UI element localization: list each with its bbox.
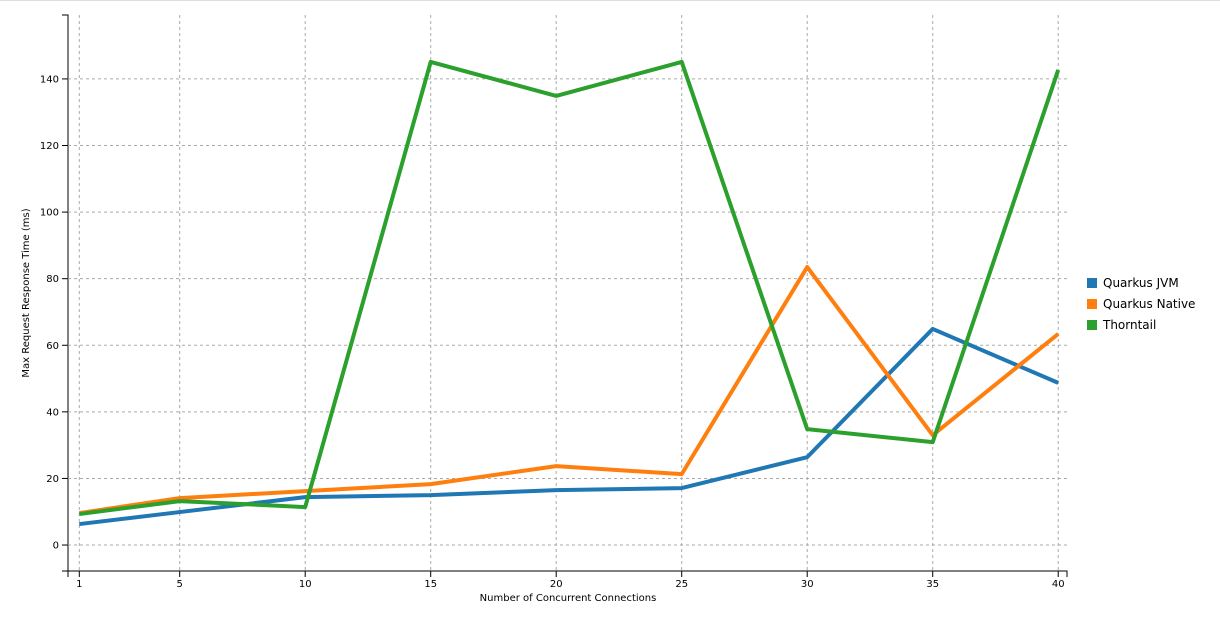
legend-swatch	[1087, 320, 1097, 330]
y-tick-label: 80	[46, 274, 59, 285]
y-tick-label: 120	[40, 141, 59, 152]
y-tick-label: 100	[40, 208, 59, 219]
legend-label: Quarkus JVM	[1103, 276, 1179, 290]
y-tick-label: 60	[46, 341, 59, 352]
x-tick-label: 40	[1052, 579, 1065, 590]
line-series	[79, 265, 1060, 516]
line-series	[79, 59, 1061, 517]
x-tick-label: 15	[424, 579, 437, 590]
x-tick-label: 35	[926, 579, 939, 590]
y-tick-label: 20	[46, 474, 59, 485]
y-axis-label: Max Request Response Time (ms)	[21, 208, 32, 377]
legend-label: Quarkus Native	[1103, 297, 1195, 311]
x-tick-label: 5	[177, 579, 183, 590]
x-tick-label: 20	[550, 579, 563, 590]
line-series	[79, 326, 1059, 527]
legend-swatch	[1087, 299, 1097, 309]
x-axis-label: Number of Concurrent Connections	[480, 593, 657, 604]
y-tick-label: 140	[40, 74, 59, 85]
y-tick-label: 0	[53, 541, 59, 552]
legend-label: Thorntail	[1102, 318, 1156, 332]
y-tick-label: 40	[46, 407, 59, 418]
x-tick-label: 1	[76, 579, 82, 590]
y-axis	[62, 14, 69, 572]
x-tick-label: 10	[299, 579, 312, 590]
x-axis	[67, 570, 1068, 577]
legend-swatch	[1087, 278, 1097, 288]
x-tick-label: 30	[801, 579, 814, 590]
x-tick-label: 25	[675, 579, 688, 590]
